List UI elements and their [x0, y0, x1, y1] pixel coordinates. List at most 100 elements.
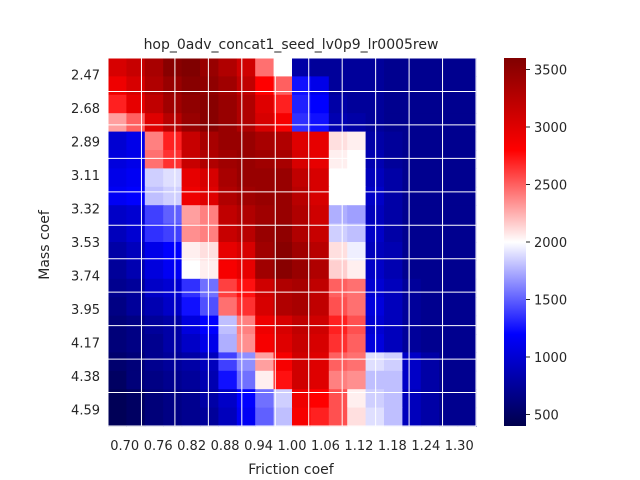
heatmap-cell	[310, 223, 330, 243]
heatmap-cell	[236, 278, 256, 298]
heatmap-cell	[200, 389, 219, 409]
heatmap-cell	[163, 223, 183, 243]
heatmap-cell	[402, 278, 422, 298]
heatmap-cell	[108, 297, 127, 317]
heatmap-cell	[310, 76, 330, 96]
heatmap-cell	[108, 352, 127, 372]
heatmap-cell	[200, 205, 219, 225]
heatmap-cell	[292, 389, 311, 409]
heatmap-cell	[200, 334, 219, 353]
heatmap-cell	[126, 186, 146, 206]
heatmap-cell	[457, 58, 477, 77]
heatmap-cell	[255, 278, 275, 298]
heatmap-cell	[163, 150, 183, 169]
heatmap-cell	[365, 58, 385, 77]
heatmap-cell	[292, 407, 311, 427]
heatmap-cell	[420, 370, 440, 390]
heatmap-cell	[181, 334, 201, 353]
x-tick-label: 0.70	[110, 439, 139, 454]
heatmap-cell	[347, 297, 367, 317]
heatmap-cell	[108, 389, 127, 409]
heatmap-cell	[200, 297, 219, 317]
colorbar-ticks: 500 1000 1500 2000 2500 3000 3500	[526, 64, 567, 424]
heatmap-cell	[347, 76, 367, 96]
heatmap-cell	[292, 113, 311, 133]
heatmap-cell	[126, 315, 146, 335]
heatmap-cell	[108, 131, 127, 151]
heatmap-cell	[402, 94, 422, 114]
heatmap-cell	[273, 150, 293, 169]
heatmap-cell	[144, 315, 164, 335]
heatmap-cell	[310, 315, 330, 335]
heatmap-cell	[384, 76, 403, 96]
heatmap-cell	[273, 223, 293, 243]
heatmap-cell	[310, 131, 330, 151]
heatmap-cell	[181, 389, 201, 409]
heatmap-cell	[439, 168, 459, 188]
heatmap-cell	[236, 76, 256, 96]
heatmap-cell	[144, 260, 164, 280]
colorbar-tick-label: 2500	[534, 179, 567, 194]
heatmap-cell	[163, 168, 183, 188]
heatmap-cell	[292, 205, 311, 225]
heatmap-cell	[273, 168, 293, 188]
heatmap-cell	[292, 334, 311, 353]
heatmap-cell	[292, 278, 311, 298]
x-tick-label: 1.06	[311, 439, 340, 454]
heatmap-cell	[402, 168, 422, 188]
y-tick-label: 3.11	[71, 169, 100, 184]
heatmap-cell	[347, 168, 367, 188]
heatmap-cell	[328, 389, 348, 409]
heatmap-cell	[292, 370, 311, 390]
heatmap-cell	[255, 242, 275, 261]
heatmap-cell	[328, 205, 348, 225]
heatmap-cell	[402, 150, 422, 169]
heatmap-cell	[144, 113, 164, 133]
heatmap-cell	[126, 370, 146, 390]
heatmap-cell	[181, 223, 201, 243]
heatmap-cell	[365, 186, 385, 206]
heatmap-cell	[144, 94, 164, 114]
heatmap-cell	[310, 407, 330, 427]
heatmap-cell	[218, 370, 238, 390]
heatmap-cell	[108, 150, 127, 169]
heatmap-cell	[310, 113, 330, 133]
heatmap-cell	[181, 370, 201, 390]
heatmap-cell	[273, 370, 293, 390]
heatmap-cell	[255, 113, 275, 133]
heatmap-cell	[402, 186, 422, 206]
heatmap-cell	[420, 186, 440, 206]
heatmap-cell	[255, 407, 275, 427]
heatmap-cell	[218, 297, 238, 317]
x-tick-label: 0.94	[244, 439, 273, 454]
heatmap-cell	[439, 94, 459, 114]
heatmap-cell	[255, 297, 275, 317]
heatmap-cell	[273, 94, 293, 114]
heatmap-cell	[108, 186, 127, 206]
heatmap-cell	[457, 389, 477, 409]
heatmap-cell	[181, 205, 201, 225]
heatmap-cell	[328, 131, 348, 151]
heatmap-cell	[108, 370, 127, 390]
grid-lines	[107, 57, 477, 427]
heatmap-cell	[292, 94, 311, 114]
heatmap-cell	[402, 334, 422, 353]
heatmap-cell	[144, 205, 164, 225]
colorbar-tick-label: 500	[534, 409, 559, 424]
heatmap-cell	[236, 334, 256, 353]
heatmap-cell	[200, 168, 219, 188]
heatmap-cell	[365, 352, 385, 372]
heatmap-cell	[420, 389, 440, 409]
heatmap-cell	[384, 315, 403, 335]
heatmap-cell	[347, 223, 367, 243]
heatmap-cell	[420, 315, 440, 335]
heatmap-cell	[420, 58, 440, 77]
heatmap-cell	[328, 334, 348, 353]
heatmap-cell	[402, 242, 422, 261]
heatmap-cell	[108, 168, 127, 188]
heatmap-cell	[236, 113, 256, 133]
heatmap-cell	[181, 150, 201, 169]
heatmap-cell	[163, 334, 183, 353]
heatmap-cell	[310, 150, 330, 169]
heatmap-cell	[144, 76, 164, 96]
